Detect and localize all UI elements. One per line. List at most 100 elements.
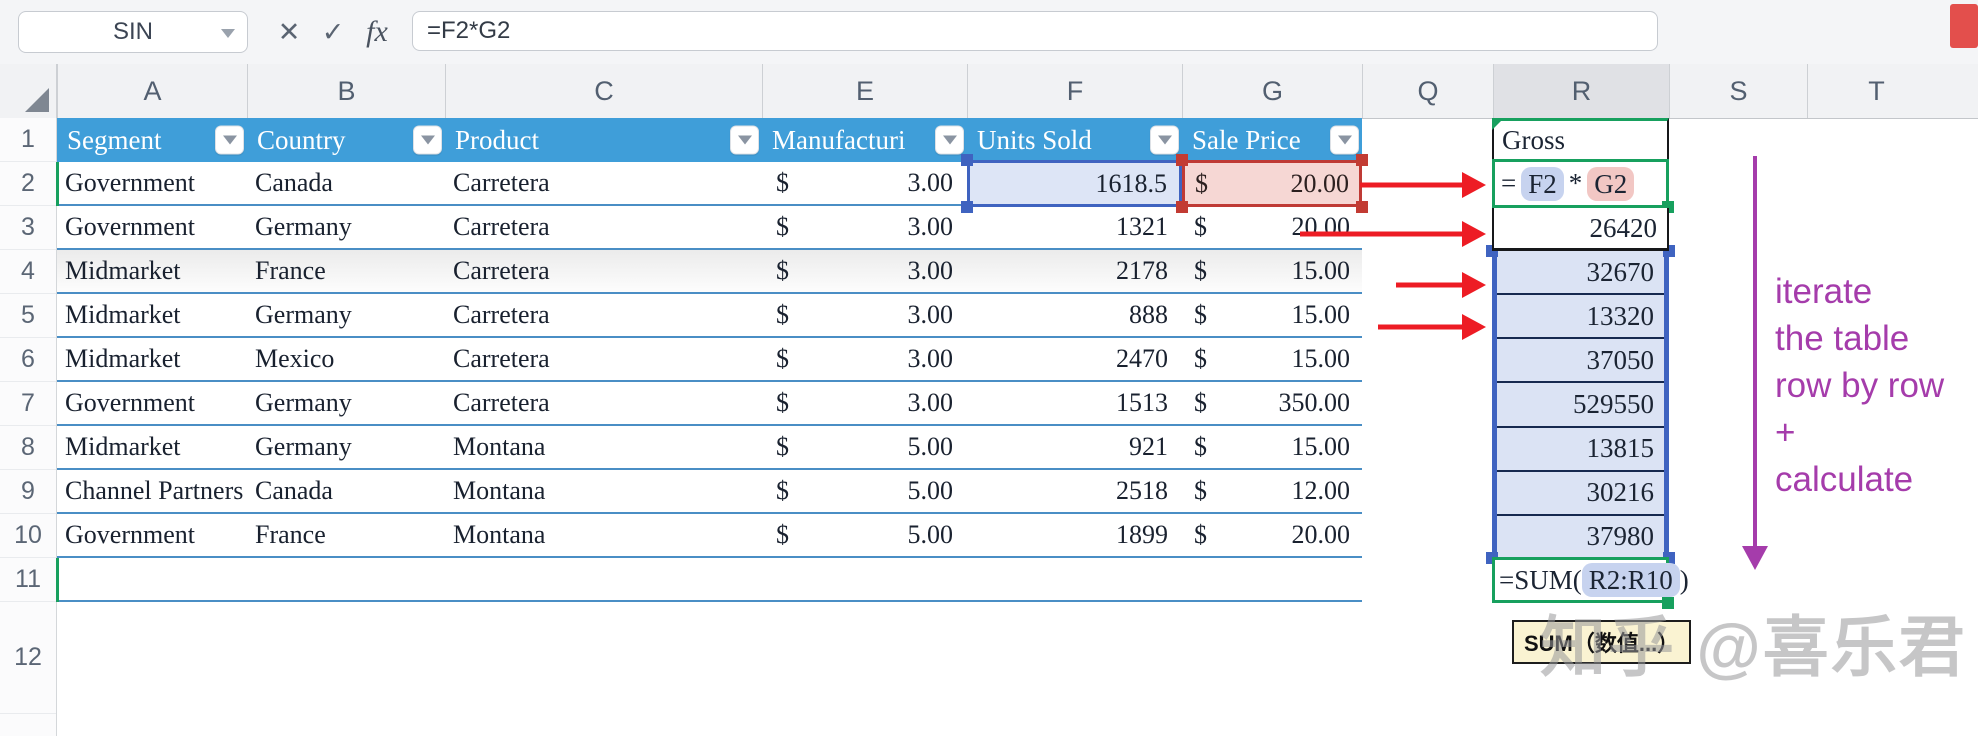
column-header-q[interactable]: Q xyxy=(1362,64,1493,118)
cell-segment[interactable]: Midmarket xyxy=(65,432,181,461)
cell-manufacturing[interactable]: $3.00 xyxy=(762,338,967,380)
cell-units-sold[interactable]: 1513 xyxy=(1116,388,1168,417)
cell-segment[interactable]: Midmarket xyxy=(65,300,181,329)
gross-value-cell[interactable]: 13815 xyxy=(1497,428,1664,472)
gross-value-cell[interactable]: 529550 xyxy=(1497,383,1664,428)
cell-country[interactable]: France xyxy=(255,520,326,549)
column-header-a[interactable]: A xyxy=(57,64,247,118)
cell-product[interactable]: Montana xyxy=(453,476,546,505)
gross-selected-range[interactable]: 32670 13320 37050 529550 13815 30216 379… xyxy=(1492,251,1669,558)
table-total-row[interactable] xyxy=(57,558,1362,602)
gross-value-cell[interactable]: 30216 xyxy=(1497,472,1664,516)
cell-country[interactable]: Germany xyxy=(255,212,352,241)
cell-country[interactable]: Germany xyxy=(255,300,352,329)
g2-handle[interactable] xyxy=(1176,201,1188,213)
cell-sale-price[interactable]: $350.00 xyxy=(1182,382,1362,424)
cell-f2-reference-highlight[interactable]: 1618.5 xyxy=(967,160,1182,207)
row-header-12[interactable]: 12 xyxy=(0,602,56,714)
cell-sale-price[interactable]: $15.00 xyxy=(1182,338,1362,380)
insert-function-button[interactable]: fx xyxy=(366,15,388,48)
g2-handle[interactable] xyxy=(1356,201,1368,213)
cell-units-sold[interactable]: 888 xyxy=(1129,300,1168,329)
cell-country[interactable]: Canada xyxy=(255,168,333,197)
filter-button-product[interactable] xyxy=(730,125,759,155)
header-manufacturing[interactable]: Manufacturi xyxy=(762,118,967,162)
cancel-button[interactable]: ✕ xyxy=(277,16,301,47)
gross-value-cell-r3[interactable]: 26420 xyxy=(1492,208,1669,251)
cell-g2-reference-highlight[interactable]: $ 20.00 xyxy=(1182,160,1362,207)
cell-units-sold[interactable]: 921 xyxy=(1129,432,1168,461)
column-header-s[interactable]: S xyxy=(1669,64,1807,118)
cell-segment[interactable]: Government xyxy=(65,388,195,417)
cell-sale-price[interactable]: $20.00 xyxy=(1182,514,1362,556)
cell-units-sold[interactable]: 1321 xyxy=(1116,212,1168,241)
cell-product[interactable]: Carretera xyxy=(453,256,550,285)
cell-product[interactable]: Montana xyxy=(453,432,546,461)
cell-manufacturing[interactable]: $3.00 xyxy=(762,382,967,424)
formula-input[interactable]: =F2*G2 xyxy=(412,11,1658,51)
column-header-g[interactable]: G xyxy=(1182,64,1362,118)
row-header-5[interactable]: 5 xyxy=(0,294,56,338)
cell-segment[interactable]: Government xyxy=(65,212,195,241)
column-header-c[interactable]: C xyxy=(445,64,762,118)
cell-manufacturing[interactable]: $5.00 xyxy=(762,470,967,512)
cell-sale-price[interactable]: $15.00 xyxy=(1182,250,1362,292)
sum-formula-edit-cell[interactable]: =SUM(R2:R10) xyxy=(1492,557,1689,603)
cell-units-sold[interactable]: 2178 xyxy=(1116,256,1168,285)
filter-button-units-sold[interactable] xyxy=(1150,125,1179,155)
cell-units-sold[interactable]: 1899 xyxy=(1116,520,1168,549)
f2-handle[interactable] xyxy=(961,201,973,213)
gross-formula-edit-cell[interactable]: = F2 * G2 xyxy=(1492,159,1669,208)
cell-country[interactable]: Canada xyxy=(255,476,333,505)
row-header-3[interactable]: 3 xyxy=(0,206,56,250)
cell-product[interactable]: Carretera xyxy=(453,168,550,197)
f2-handle[interactable] xyxy=(961,154,973,166)
cell-product[interactable]: Carretera xyxy=(453,212,550,241)
cell-country[interactable]: Mexico xyxy=(255,344,335,373)
cell-segment[interactable]: Midmarket xyxy=(65,256,181,285)
header-segment[interactable]: Segment xyxy=(57,118,247,162)
cell-product[interactable]: Carretera xyxy=(453,300,550,329)
g2-handle[interactable] xyxy=(1356,154,1368,166)
row-header-9[interactable]: 9 xyxy=(0,470,56,514)
cell-units-sold[interactable]: 2518 xyxy=(1116,476,1168,505)
cell-segment[interactable]: Government xyxy=(65,168,195,197)
cell-country[interactable]: France xyxy=(255,256,326,285)
column-header-r[interactable]: R xyxy=(1493,64,1669,118)
cell-manufacturing[interactable]: $5.00 xyxy=(762,514,967,556)
gross-value-cell[interactable]: 32670 xyxy=(1497,251,1664,296)
cell-manufacturing[interactable]: $3.00 xyxy=(762,162,967,204)
cell-country[interactable]: Germany xyxy=(255,432,352,461)
cell-segment[interactable]: Midmarket xyxy=(65,344,181,373)
cell-manufacturing[interactable]: $3.00 xyxy=(762,294,967,336)
gross-value-cell[interactable]: 37980 xyxy=(1586,521,1655,552)
column-header-f[interactable]: F xyxy=(967,64,1182,118)
row-header-1[interactable]: 1 xyxy=(0,118,56,162)
row-header-11[interactable]: 11 xyxy=(0,558,56,602)
filter-button-segment[interactable] xyxy=(215,125,244,155)
column-header-t[interactable]: T xyxy=(1807,64,1945,118)
select-all-corner[interactable] xyxy=(0,64,57,118)
gross-value-cell[interactable]: 13320 xyxy=(1497,295,1664,340)
row-header-4[interactable]: 4 xyxy=(0,250,56,294)
row-header-7[interactable]: 7 xyxy=(0,382,56,426)
gross-header-cell[interactable]: Gross xyxy=(1492,118,1669,160)
row-header-10[interactable]: 10 xyxy=(0,514,56,558)
cell-manufacturing[interactable]: $5.00 xyxy=(762,426,967,468)
gross-value-cell[interactable]: 37050 xyxy=(1497,339,1664,384)
cell-segment[interactable]: Channel Partners xyxy=(65,476,244,505)
cell-units-sold[interactable]: 2470 xyxy=(1116,344,1168,373)
column-header-b[interactable]: B xyxy=(247,64,445,118)
name-box-caret-icon[interactable] xyxy=(221,29,235,38)
fill-handle[interactable] xyxy=(1662,597,1674,609)
cell-product[interactable]: Carretera xyxy=(453,388,550,417)
cell-manufacturing[interactable]: $3.00 xyxy=(762,206,967,248)
header-units-sold[interactable]: Units Sold xyxy=(967,118,1182,162)
cell-product[interactable]: Carretera xyxy=(453,344,550,373)
column-header-e[interactable]: E xyxy=(762,64,967,118)
confirm-button[interactable]: ✓ xyxy=(321,16,345,47)
g2-handle[interactable] xyxy=(1176,154,1188,166)
filter-button-manufacturing[interactable] xyxy=(935,125,964,155)
name-box[interactable]: SIN xyxy=(18,11,248,53)
cell-sale-price[interactable]: $15.00 xyxy=(1182,294,1362,336)
